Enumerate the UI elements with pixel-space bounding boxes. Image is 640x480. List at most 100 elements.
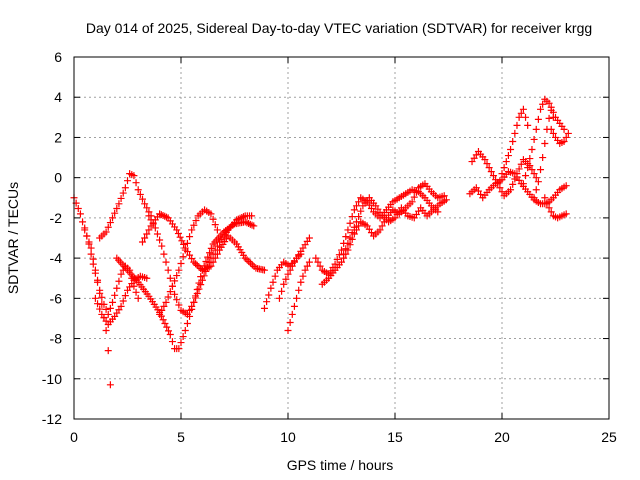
- data-point: [166, 274, 174, 282]
- data-series: [91, 272, 151, 328]
- data-point: [517, 109, 525, 117]
- x-tick-label: 25: [601, 429, 617, 445]
- data-point: [198, 276, 206, 284]
- data-point: [83, 232, 91, 240]
- y-tick-label: 2: [54, 129, 62, 145]
- y-tick-label: 4: [54, 89, 62, 105]
- data-point: [560, 125, 568, 133]
- data-point: [284, 327, 292, 335]
- data-point: [541, 139, 549, 147]
- data-point: [198, 266, 206, 274]
- x-tick-label: 5: [177, 429, 185, 445]
- data-point: [299, 272, 307, 280]
- data-point: [350, 206, 358, 214]
- data-point: [213, 226, 221, 234]
- data-point: [160, 302, 168, 310]
- data-series: [312, 186, 442, 278]
- y-tick-label: -10: [42, 371, 62, 387]
- data-point: [260, 304, 268, 312]
- y-tick-label: -4: [50, 250, 63, 266]
- data-point: [524, 164, 532, 172]
- data-point: [297, 250, 305, 258]
- data-point: [352, 218, 360, 226]
- data-point: [275, 294, 283, 302]
- data-point: [352, 202, 360, 210]
- data-point: [143, 230, 151, 238]
- data-point: [286, 318, 294, 326]
- data-point: [159, 316, 167, 324]
- data-series: [468, 148, 540, 200]
- data-point: [265, 291, 273, 299]
- data-point: [119, 189, 127, 197]
- data-point: [314, 258, 322, 266]
- data-point: [549, 108, 557, 116]
- data-points: [70, 95, 572, 389]
- data-point: [338, 258, 345, 266]
- data-point: [171, 277, 179, 285]
- data-point: [494, 180, 502, 188]
- x-tick-label: 10: [280, 429, 296, 445]
- data-point: [295, 286, 303, 294]
- data-point: [537, 105, 545, 113]
- data-point: [186, 306, 194, 314]
- data-point: [333, 255, 341, 263]
- data-point: [489, 172, 497, 180]
- y-tick-label: -6: [50, 290, 63, 306]
- data-point: [442, 196, 450, 204]
- data-point: [177, 259, 185, 267]
- data-point: [530, 194, 538, 202]
- data-point: [243, 256, 251, 264]
- data-point: [89, 260, 97, 268]
- data-point: [104, 310, 112, 318]
- data-point: [515, 165, 523, 173]
- data-point: [534, 178, 542, 186]
- data-point: [539, 100, 547, 108]
- data-point: [507, 186, 515, 194]
- data-point: [109, 298, 117, 306]
- data-point: [293, 294, 301, 302]
- y-tick-labels: 6 4 2 0 -2 -4 -6 -8 -10 -12: [42, 49, 62, 427]
- data-point: [179, 253, 187, 261]
- x-axis-label: GPS time / hours: [287, 457, 394, 473]
- data-point: [209, 258, 217, 266]
- data-point: [513, 121, 521, 129]
- data-point: [136, 190, 144, 198]
- data-point: [286, 266, 294, 274]
- data-point: [312, 254, 320, 262]
- data-point: [132, 179, 140, 187]
- data-point: [355, 198, 363, 206]
- data-point: [188, 302, 196, 310]
- data-point: [190, 258, 198, 266]
- data-point: [109, 214, 117, 222]
- data-point: [183, 319, 191, 327]
- data-point: [134, 294, 142, 302]
- data-point: [245, 257, 253, 265]
- data-series: [318, 180, 448, 288]
- data-point: [260, 266, 268, 274]
- data-point: [549, 129, 557, 137]
- data-point: [528, 146, 536, 154]
- data-point: [162, 258, 170, 266]
- data-point: [560, 137, 568, 145]
- data-point: [547, 208, 555, 216]
- data-point: [94, 300, 102, 308]
- data-point: [346, 219, 354, 227]
- data-point: [106, 219, 114, 227]
- data-point: [280, 280, 288, 288]
- data-point: [239, 213, 247, 221]
- data-point: [91, 269, 99, 277]
- data-point: [355, 213, 363, 221]
- data-point: [211, 254, 219, 262]
- data-point: [267, 284, 275, 292]
- y-tick-label: -2: [50, 210, 63, 226]
- data-point: [106, 304, 114, 312]
- data-point: [175, 345, 183, 353]
- data-point: [178, 237, 186, 245]
- data-point: [202, 265, 210, 273]
- data-point: [498, 170, 506, 178]
- data-point: [98, 300, 106, 308]
- data-point: [233, 216, 241, 224]
- x-tick-label: 0: [70, 429, 78, 445]
- data-point: [207, 210, 215, 218]
